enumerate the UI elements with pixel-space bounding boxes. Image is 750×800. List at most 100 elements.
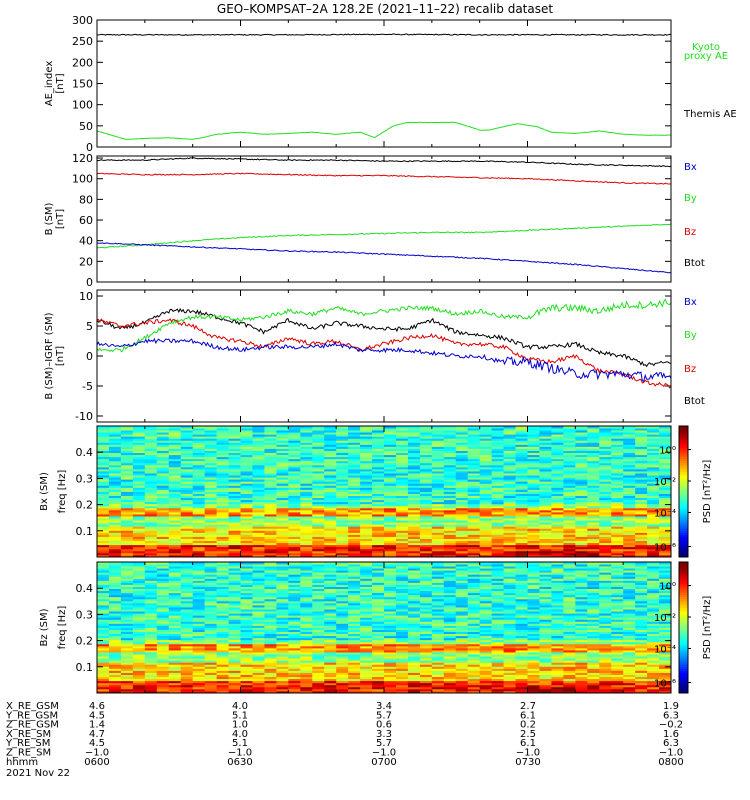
heatmap-cell: [515, 631, 528, 635]
heatmap-cell: [108, 522, 122, 525]
heatmap-cell: [455, 471, 469, 474]
heatmap-cell: [395, 460, 409, 464]
heatmap-cell: [455, 654, 469, 657]
heatmap-cell: [108, 516, 122, 519]
heatmap-cell: [132, 501, 146, 505]
heatmap-cell: [300, 686, 313, 690]
heatmap-cell: [252, 544, 265, 548]
heatmap-cell: [180, 684, 194, 688]
heatmap-cell: [455, 526, 469, 529]
heatmap-cell: [348, 627, 361, 630]
heatmap-cell: [551, 684, 564, 688]
heatmap-cell: [168, 631, 182, 635]
heatmap-cell: [192, 493, 206, 496]
heatmap-cell: [168, 664, 182, 667]
heatmap-cell: [324, 660, 337, 663]
heatmap-cell: [455, 528, 469, 531]
heatmap-cell: [240, 483, 253, 486]
heatmap-cell: [395, 639, 409, 643]
heatmap-cell: [419, 436, 433, 439]
heatmap-cell: [647, 434, 660, 437]
heatmap-cell: [551, 635, 564, 639]
heatmap-cell: [647, 645, 660, 649]
heatmap-cell: [443, 481, 457, 484]
colorbar-cell: [679, 513, 688, 517]
heatmap-cell: [120, 520, 134, 523]
heatmap-cell: [252, 548, 265, 552]
heatmap-cell: [168, 426, 182, 429]
heatmap-cell: [168, 438, 182, 441]
heatmap-cell: [216, 674, 229, 678]
heatmap-cell: [479, 682, 493, 686]
heatmap-cell: [336, 477, 349, 480]
heatmap-cell: [539, 680, 552, 684]
heatmap-cell: [97, 499, 110, 503]
heatmap-cell: [252, 647, 265, 651]
heatmap-cell: [647, 462, 660, 466]
heatmap-cell: [479, 554, 493, 558]
heatmap-cell: [563, 444, 576, 447]
heatmap-cell: [204, 552, 217, 556]
heatmap-cell: [443, 514, 457, 517]
heatmap-cell: [252, 540, 265, 544]
heatmap-cell: [515, 481, 528, 484]
heatmap-cell: [276, 684, 289, 688]
heatmap-cell: [168, 652, 182, 655]
heatmap-cell: [384, 464, 397, 468]
heatmap-cell: [288, 514, 301, 517]
heatmap-cell: [479, 528, 493, 531]
heatmap-cell: [563, 633, 576, 637]
heatmap-cell: [587, 481, 600, 484]
heatmap-cell: [611, 475, 624, 478]
heatmap-cell: [479, 520, 493, 523]
heatmap-cell: [300, 548, 313, 552]
heatmap-cell: [647, 532, 660, 535]
heatmap-cell: [300, 489, 313, 492]
heatmap-cell: [587, 466, 600, 470]
heatmap-cell: [264, 464, 277, 468]
heatmap-cell: [97, 477, 110, 480]
heatmap-cell: [168, 550, 182, 554]
heatmap-cell: [97, 483, 110, 486]
heatmap-cell: [551, 633, 564, 637]
heatmap-cell: [132, 641, 146, 645]
heatmap-cell: [360, 650, 373, 653]
heatmap-cell: [384, 647, 397, 651]
heatmap-cell: [455, 688, 469, 692]
heatmap-cell: [276, 464, 289, 468]
heatmap-cell: [324, 656, 337, 659]
heatmap-cell: [443, 647, 457, 651]
heatmap-cell: [563, 656, 576, 659]
heatmap-cell: [192, 495, 206, 499]
heatmap-cell: [647, 432, 660, 435]
heatmap-cell: [312, 623, 325, 626]
heatmap-cell: [240, 654, 253, 657]
heatmap-cell: [467, 647, 481, 651]
heatmap-cell: [348, 680, 361, 684]
heatmap-cell: [407, 682, 421, 686]
heatmap-cell: [192, 440, 206, 443]
heatmap-cell: [264, 538, 277, 542]
heatmap-cell: [300, 456, 313, 460]
heatmap-cell: [180, 686, 194, 690]
heatmap-cell: [659, 464, 672, 468]
heatmap-cell: [216, 505, 229, 509]
heatmap-cell: [647, 686, 660, 690]
heatmap-cell: [312, 678, 325, 682]
heatmap-cell: [228, 631, 241, 635]
heatmap-cell: [192, 639, 206, 643]
heatmap-cell: [491, 440, 504, 443]
heatmap-cell: [551, 654, 564, 657]
heatmap-cell: [228, 641, 241, 645]
heatmap-cell: [97, 442, 110, 445]
heatmap-cell: [156, 514, 170, 517]
heatmap-cell: [551, 664, 564, 667]
heatmap-cell: [635, 477, 648, 480]
heatmap-cell: [611, 432, 624, 435]
heatmap-cell: [611, 428, 624, 431]
heatmap-cell: [563, 631, 576, 635]
heatmap-cell: [156, 635, 170, 639]
heatmap-cell: [264, 516, 277, 519]
heatmap-cell: [312, 481, 325, 484]
